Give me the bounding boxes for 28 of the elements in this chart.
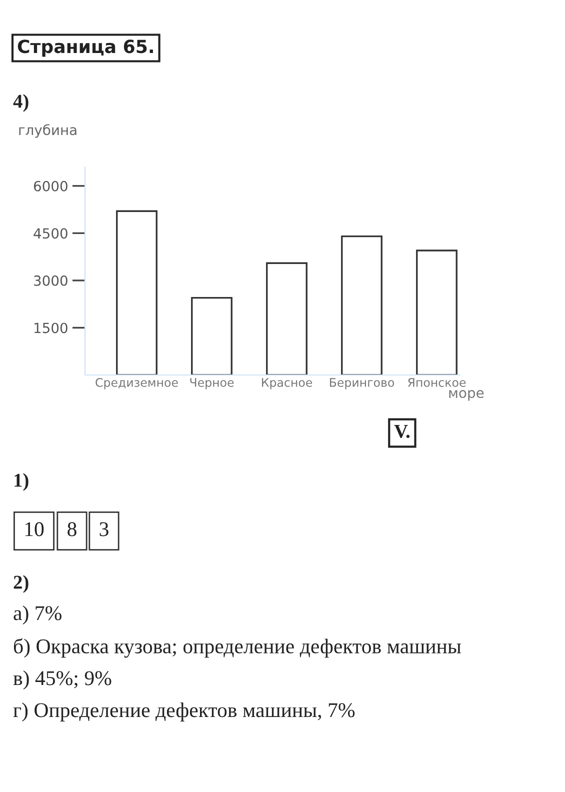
y-tick-label: 3000 [34, 275, 68, 286]
text: 3 [100, 522, 108, 536]
text: 2) [14, 575, 28, 593]
x-tick-label: Берингово [330, 378, 394, 390]
text: а) 7% [14, 606, 62, 624]
text: г) Определение дефектов машины, 7% [13, 702, 355, 722]
bar [341, 236, 382, 375]
text: б) Окраска кузова; определение дефектов машины [14, 638, 461, 658]
x-axis-title: море [449, 390, 484, 401]
text: 4) [13, 94, 28, 112]
y-tick-label: 4500 [34, 228, 68, 239]
x-tick-label: Черное [190, 378, 234, 390]
bar [416, 250, 458, 375]
text: V. [394, 424, 410, 438]
y-axis-title: глубина [19, 124, 76, 138]
bar [266, 262, 308, 375]
y-tick-label: 1500 [34, 322, 68, 334]
y-tick-label: 6000 [34, 180, 68, 192]
x-tick-label: Средиземное [96, 378, 178, 390]
text: 10 [25, 522, 44, 536]
text: 8 [68, 522, 76, 536]
bar [116, 210, 158, 375]
x-tick-label: Красное [262, 378, 312, 390]
x-tick-label: Японское [408, 378, 466, 387]
text: 1) [14, 473, 28, 491]
text: Страница 65. [18, 40, 153, 57]
text: в) 45%; 9% [13, 670, 112, 690]
bar [191, 296, 232, 375]
